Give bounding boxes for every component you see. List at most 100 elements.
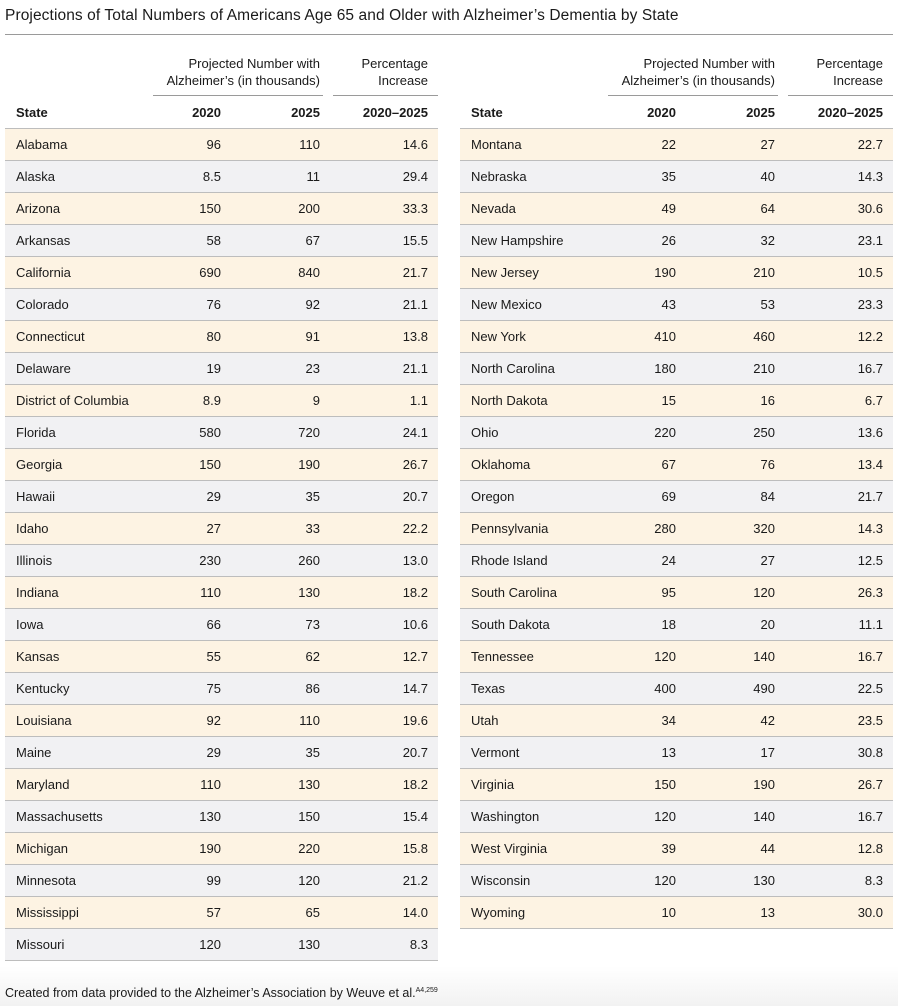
state-cell: Pennsylvania bbox=[471, 521, 549, 536]
value-2025-cell: 40 bbox=[760, 169, 775, 184]
table-row: Oklahoma 67 76 13.4 bbox=[460, 449, 893, 481]
value-2025-cell: 130 bbox=[753, 873, 775, 888]
column-header-2025: 2025 bbox=[746, 105, 775, 120]
table-row: Indiana 110 130 18.2 bbox=[5, 577, 438, 609]
table-row: West Virginia 39 44 12.8 bbox=[460, 833, 893, 865]
state-cell: South Carolina bbox=[471, 585, 557, 600]
table-row: Virginia 150 190 26.7 bbox=[460, 769, 893, 801]
percent-increase-cell: 11.1 bbox=[858, 617, 883, 632]
state-cell: Nevada bbox=[471, 201, 516, 216]
percent-increase-cell: 15.4 bbox=[402, 809, 428, 824]
value-2025-cell: 23 bbox=[305, 361, 320, 376]
table-row: Connecticut 80 91 13.8 bbox=[5, 321, 438, 353]
percent-increase-cell: 20.7 bbox=[402, 489, 428, 504]
state-cell: Oklahoma bbox=[471, 457, 531, 472]
state-cell: Vermont bbox=[471, 745, 520, 760]
value-2025-cell: 460 bbox=[753, 329, 775, 344]
value-2020-cell: 400 bbox=[654, 681, 676, 696]
value-2025-cell: 91 bbox=[305, 329, 320, 344]
percent-increase-cell: 26.3 bbox=[857, 585, 883, 600]
state-cell: Arizona bbox=[16, 201, 61, 216]
value-2020-cell: 150 bbox=[199, 457, 221, 472]
percent-increase-cell: 21.1 bbox=[402, 297, 428, 312]
value-2020-cell: 24 bbox=[661, 553, 676, 568]
state-cell: Iowa bbox=[16, 617, 44, 632]
value-2020-cell: 120 bbox=[654, 873, 676, 888]
state-cell: New Hampshire bbox=[471, 233, 564, 248]
state-cell: North Dakota bbox=[471, 393, 548, 408]
value-2020-cell: 120 bbox=[199, 937, 221, 952]
value-2020-cell: 110 bbox=[200, 585, 221, 600]
value-2020-cell: 8.9 bbox=[202, 393, 221, 408]
table-row: Kansas 55 62 12.7 bbox=[5, 641, 438, 673]
column-header-2020: 2020 bbox=[647, 105, 676, 120]
value-2025-cell: 200 bbox=[298, 201, 320, 216]
projected-header-line2: Alzheimer’s (in thousands) bbox=[621, 72, 775, 88]
projected-header-line1: Projected Number with bbox=[643, 56, 776, 71]
state-cell: Maryland bbox=[16, 777, 70, 792]
value-2020-cell: 75 bbox=[206, 681, 221, 696]
table-row: Alaska 8.5 11 29.4 bbox=[5, 161, 438, 193]
value-2020-cell: 35 bbox=[661, 169, 676, 184]
table-row: New Jersey 190 210 10.5 bbox=[460, 257, 893, 289]
value-2020-cell: 67 bbox=[661, 457, 676, 472]
value-2020-cell: 13 bbox=[661, 745, 676, 760]
percent-increase-cell: 23.1 bbox=[857, 233, 883, 248]
percent-increase-cell: 12.8 bbox=[857, 841, 883, 856]
page-title: Projections of Total Numbers of American… bbox=[5, 7, 679, 24]
table-row: Illinois 230 260 13.0 bbox=[5, 545, 438, 577]
value-2020-cell: 19 bbox=[206, 361, 221, 376]
table-row: Montana 22 27 22.7 bbox=[460, 129, 893, 161]
value-2025-cell: 120 bbox=[753, 585, 775, 600]
table-row: Wisconsin 120 130 8.3 bbox=[460, 865, 893, 897]
value-2020-cell: 110 bbox=[200, 777, 221, 792]
value-2025-cell: 130 bbox=[298, 937, 320, 952]
percent-increase-cell: 14.0 bbox=[402, 905, 428, 920]
value-2020-cell: 8.5 bbox=[202, 169, 221, 184]
percentage-group-header: Percentage Increase bbox=[788, 56, 884, 89]
percent-increase-cell: 8.3 bbox=[864, 873, 883, 888]
state-cell: Mississippi bbox=[16, 905, 79, 920]
column-header-state: State bbox=[16, 105, 48, 120]
state-cell: Ohio bbox=[471, 425, 499, 440]
state-cell: Missouri bbox=[16, 937, 65, 952]
percent-increase-cell: 22.7 bbox=[857, 137, 883, 152]
percent-increase-cell: 15.8 bbox=[402, 841, 428, 856]
state-cell: Kansas bbox=[16, 649, 60, 664]
value-2020-cell: 410 bbox=[654, 329, 676, 344]
value-2025-cell: 110 bbox=[299, 713, 320, 728]
table-row: Nebraska 35 40 14.3 bbox=[460, 161, 893, 193]
value-2020-cell: 10 bbox=[661, 905, 676, 920]
table-row: Delaware 19 23 21.1 bbox=[5, 353, 438, 385]
table-row: Washington 120 140 16.7 bbox=[460, 801, 893, 833]
value-2020-cell: 690 bbox=[199, 265, 221, 280]
table-body: Alabama 96 110 14.6 Alaska 8.5 11 29.4 Arizona 15… bbox=[5, 128, 438, 961]
value-2020-cell: 18 bbox=[661, 617, 676, 632]
table-row: Hawaii 29 35 20.7 bbox=[5, 481, 438, 513]
value-2025-cell: 110 bbox=[299, 137, 320, 152]
percentage-group-header: Percentage Increase bbox=[333, 56, 429, 89]
value-2025-cell: 35 bbox=[305, 489, 320, 504]
value-2025-cell: 190 bbox=[298, 457, 320, 472]
value-2020-cell: 26 bbox=[661, 233, 676, 248]
table-row: Kentucky 75 86 14.7 bbox=[5, 673, 438, 705]
state-cell: Alabama bbox=[16, 137, 68, 152]
table-row: Maine 29 35 20.7 bbox=[5, 737, 438, 769]
value-2025-cell: 11 bbox=[306, 169, 321, 184]
table-row: Utah 34 42 23.5 bbox=[460, 705, 893, 737]
table-right: Projected Number with Alzheimer’s (in th… bbox=[460, 56, 893, 929]
percent-increase-cell: 30.0 bbox=[857, 905, 883, 920]
value-2020-cell: 69 bbox=[661, 489, 676, 504]
footnote-reference: A4,259 bbox=[415, 986, 438, 994]
table-row: Missouri 120 130 8.3 bbox=[5, 929, 438, 961]
value-2020-cell: 280 bbox=[654, 521, 676, 536]
table-row: North Dakota 15 16 6.7 bbox=[460, 385, 893, 417]
state-cell: Virginia bbox=[471, 777, 515, 792]
value-2020-cell: 80 bbox=[206, 329, 221, 344]
table-row: Texas 400 490 22.5 bbox=[460, 673, 893, 705]
footnote-text: Created from data provided to the Alzhei… bbox=[5, 986, 416, 1000]
state-cell: Colorado bbox=[16, 297, 69, 312]
table-row: Colorado 76 92 21.1 bbox=[5, 289, 438, 321]
state-cell: Massachusetts bbox=[16, 809, 103, 824]
value-2020-cell: 22 bbox=[661, 137, 676, 152]
